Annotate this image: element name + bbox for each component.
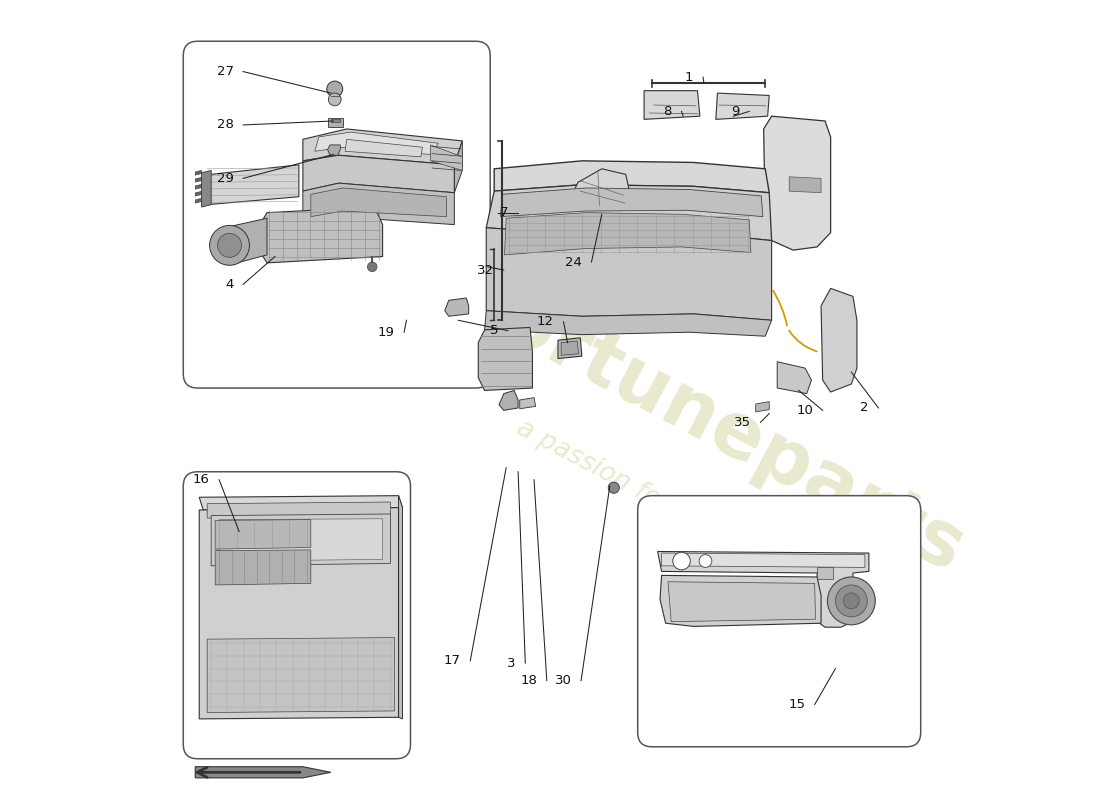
Polygon shape [645,90,700,119]
Circle shape [608,482,619,494]
FancyBboxPatch shape [638,496,921,746]
Polygon shape [519,398,536,409]
Text: 15: 15 [788,698,805,711]
Polygon shape [817,567,833,579]
Circle shape [218,234,242,258]
Polygon shape [660,575,821,626]
Polygon shape [199,496,403,510]
Text: 18: 18 [520,674,537,687]
Polygon shape [763,116,830,250]
Text: 8: 8 [663,105,672,118]
Circle shape [844,593,859,609]
Polygon shape [195,184,201,189]
Polygon shape [398,496,403,719]
Text: 27: 27 [217,65,233,78]
Polygon shape [231,218,267,265]
Polygon shape [668,582,815,622]
Circle shape [700,554,712,567]
Polygon shape [756,402,769,412]
Polygon shape [658,551,869,627]
Text: 2: 2 [860,402,869,414]
Polygon shape [195,178,201,182]
Polygon shape [216,550,311,585]
Polygon shape [195,191,201,196]
Polygon shape [789,177,821,193]
Polygon shape [302,129,462,165]
Polygon shape [558,338,582,358]
Polygon shape [201,170,211,207]
Polygon shape [195,170,201,175]
FancyArrowPatch shape [197,767,300,778]
Circle shape [673,552,691,570]
Text: 16: 16 [192,474,210,486]
Polygon shape [430,145,462,170]
Text: 35: 35 [734,416,751,429]
FancyBboxPatch shape [184,42,491,388]
Polygon shape [216,519,311,549]
Text: 1: 1 [685,70,693,84]
Text: a passion for parts since 1985: a passion for parts since 1985 [512,414,876,625]
Polygon shape [454,141,462,193]
Polygon shape [315,132,439,154]
Text: 5: 5 [490,324,498,337]
Polygon shape [561,341,579,355]
Polygon shape [204,165,299,205]
Polygon shape [258,207,383,263]
Circle shape [827,577,876,625]
Polygon shape [211,514,390,566]
Text: 10: 10 [796,404,813,417]
Polygon shape [311,188,447,217]
Text: 17: 17 [443,654,461,667]
Text: 12: 12 [537,315,554,328]
Polygon shape [328,145,340,155]
Polygon shape [821,288,857,392]
Polygon shape [661,553,865,567]
Text: 3: 3 [507,657,516,670]
Circle shape [367,262,377,272]
Polygon shape [486,228,771,320]
Polygon shape [499,390,518,410]
Polygon shape [329,118,343,126]
Polygon shape [302,155,454,193]
Polygon shape [207,638,395,713]
Polygon shape [302,183,454,225]
Polygon shape [505,213,751,255]
Polygon shape [219,518,383,561]
Text: 4: 4 [226,278,233,291]
Polygon shape [478,327,532,390]
Circle shape [329,93,341,106]
Polygon shape [500,188,763,217]
Polygon shape [199,508,398,719]
Text: 30: 30 [554,674,572,687]
Text: 7: 7 [500,206,508,219]
Polygon shape [574,169,629,207]
Polygon shape [485,310,771,336]
Circle shape [210,226,250,266]
Text: 9: 9 [732,105,739,118]
Text: 24: 24 [565,255,582,269]
Polygon shape [716,93,769,119]
FancyBboxPatch shape [184,472,410,758]
Text: 32: 32 [477,263,494,277]
Polygon shape [195,766,331,778]
Polygon shape [486,185,771,241]
Text: 19: 19 [377,326,395,338]
Polygon shape [494,161,769,193]
Text: 28: 28 [217,118,233,131]
Polygon shape [778,362,812,394]
Circle shape [327,81,343,97]
Polygon shape [345,139,422,157]
Text: 2fortuneparts: 2fortuneparts [411,242,976,590]
Polygon shape [331,119,340,122]
Text: 29: 29 [217,172,233,185]
Polygon shape [207,502,390,518]
Polygon shape [444,298,469,316]
Polygon shape [195,198,201,203]
Circle shape [835,585,867,617]
